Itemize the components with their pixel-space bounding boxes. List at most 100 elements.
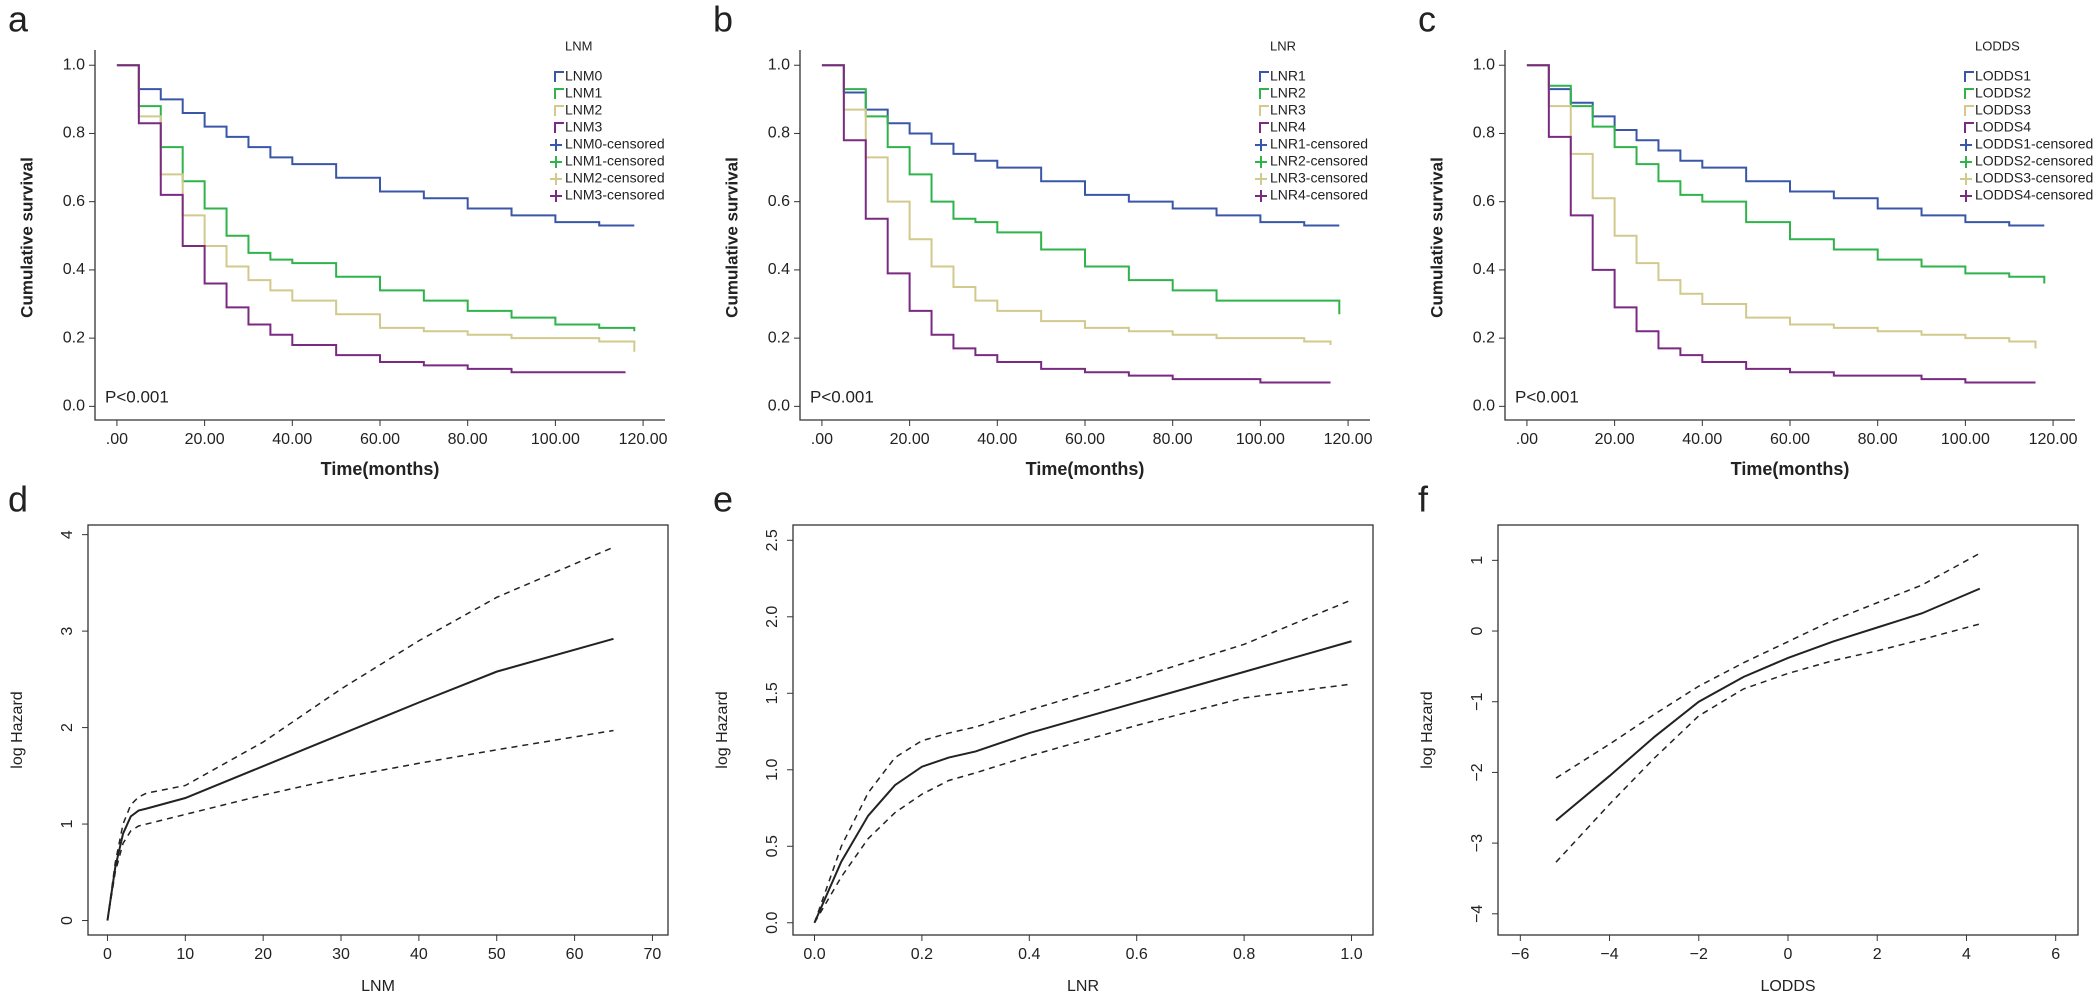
x-axis-title: Time(months) [321,459,440,479]
x-tick-label: −6 [1511,946,1529,963]
y-tick-label: 1.0 [63,56,85,73]
y-axis-title: log Hazard [9,691,26,768]
y-tick-label: −1 [1469,693,1486,711]
x-tick-label: 100.00 [1941,431,1990,448]
x-tick-label: 70 [644,946,662,963]
x-tick-label: 6 [2051,946,2060,963]
x-tick-label: 20.00 [890,431,930,448]
confidence-bound [1555,623,1981,863]
y-tick-label: 0.8 [63,125,85,142]
x-tick-label: .00 [1516,431,1538,448]
x-tick-label: 40.00 [977,431,1017,448]
confidence-bound [1555,552,1981,779]
y-tick-label: 1 [59,820,76,829]
legend-swatch [554,105,564,116]
axis-line [1504,50,2075,421]
y-tick-label: 0.6 [63,193,85,210]
x-tick-label: 0 [1784,946,1793,963]
legend-swatch [1964,88,1974,99]
legend-label: LODDS1-censored [1975,136,2093,152]
y-tick-label: 0.8 [768,125,790,142]
y-tick-label: 0.5 [764,835,781,857]
legend-swatch [1964,71,1974,82]
panel-letter: e [713,479,733,520]
legend-title: LNR [1270,38,1296,53]
legend-label: LNR2-censored [1270,153,1368,169]
x-axis-title: LNM [361,978,395,995]
legend-swatch [1259,71,1269,82]
survival-curve [1526,64,2046,284]
x-axis-title: Time(months) [1731,459,1850,479]
survival-curve [116,64,626,374]
confidence-bound [813,599,1352,924]
x-tick-label: 4 [1962,946,1971,963]
confidence-bound [106,729,614,921]
confidence-bound [106,546,614,921]
x-tick-label: 60.00 [1065,431,1105,448]
legend-label: LODDS1 [1975,68,2031,84]
y-tick-label: 0.0 [768,398,790,415]
x-tick-label: 40 [410,946,428,963]
x-tick-label: 120.00 [1324,431,1373,448]
legend-censor-swatch [1960,139,1972,151]
x-tick-label: 10 [176,946,194,963]
survival-curve [821,64,1341,315]
x-axis-title: LNR [1067,978,1099,995]
x-tick-label: 60 [566,946,584,963]
x-tick-label: 60.00 [1770,431,1810,448]
legend-label: LNM2 [565,102,603,118]
survival-curve [1526,64,2036,384]
legend-title: LNM [565,38,592,53]
x-tick-label: 0 [103,946,112,963]
y-tick-label: 4 [59,530,76,539]
x-tick-label: .00 [106,431,128,448]
y-tick-label: 0.0 [764,912,781,934]
plot-frame [87,524,669,936]
legend-censor-swatch [1255,190,1267,202]
survival-curve [1526,64,2037,349]
x-tick-label: 0.0 [803,946,825,963]
legend-label: LNR4-censored [1270,187,1368,203]
x-tick-label: 50 [488,946,506,963]
y-tick-label: 0 [1469,626,1486,635]
panel-letter: c [1418,0,1436,40]
y-tick-label: 0.8 [1473,125,1495,142]
legend-swatch [1259,105,1269,116]
confidence-bound [813,683,1352,924]
legend-swatch [554,71,564,82]
x-tick-label: −2 [1690,946,1708,963]
x-tick-label: 60.00 [360,431,400,448]
legend-title: LODDS [1975,38,2020,53]
legend-label: LNR4 [1270,119,1306,135]
legend-censor-swatch [1255,156,1267,168]
legend-label: LNM0 [565,68,603,84]
panel-letter: f [1418,479,1429,520]
survival-curve [821,64,1331,384]
legend-swatch [1259,88,1269,99]
survival-curve [116,64,635,227]
y-tick-label: 1.0 [1473,56,1495,73]
panel-letter: d [8,479,28,520]
plot-frame [792,524,1374,936]
x-tick-label: 120.00 [2029,431,2078,448]
legend-label: LNM0-censored [565,136,665,152]
y-axis-title: log Hazard [1419,691,1436,768]
y-tick-label: 0 [59,916,76,925]
axis-line [799,50,1370,421]
legend-censor-swatch [550,139,562,151]
y-tick-label: 0.2 [63,329,85,346]
x-tick-label: 120.00 [619,431,668,448]
legend-swatch [554,122,564,133]
y-tick-label: 0.0 [63,398,85,415]
x-tick-label: 0.2 [911,946,933,963]
x-tick-label: 0.4 [1018,946,1040,963]
legend-censor-swatch [1255,173,1267,185]
x-tick-label: 2 [1873,946,1882,963]
legend-label: LNR1 [1270,68,1306,84]
y-tick-label: 0.6 [768,193,790,210]
annotation: P<0.001 [105,387,169,406]
x-tick-label: 0.8 [1233,946,1255,963]
survival-curve [1526,64,2045,227]
y-tick-label: 0.2 [768,329,790,346]
